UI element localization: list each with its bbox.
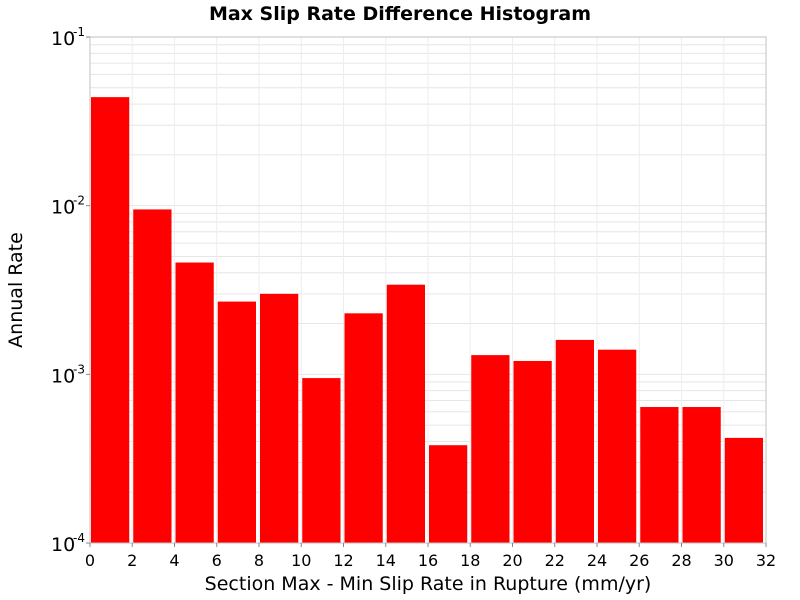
x-tick-label: 4 [169,551,179,570]
x-tick-label: 0 [85,551,95,570]
histogram-bar [344,313,383,543]
x-tick-label: 6 [212,551,222,570]
y-axis-ticks: 10-110-210-310-4 [51,25,90,556]
bars [91,97,763,544]
histogram-bar [91,97,130,544]
y-tick-label: 10 [51,197,75,219]
histogram-bar [175,262,214,543]
x-tick-label: 32 [756,551,776,570]
y-tick-exponent: -1 [73,25,85,39]
y-tick-label: 10 [51,365,75,387]
histogram-bar [513,360,552,543]
histogram-bar [260,293,299,543]
y-tick-label: 10 [51,28,75,50]
histogram-bar [133,209,172,543]
x-tick-label: 8 [254,551,264,570]
histogram-bar [386,284,425,543]
histogram-bar [682,407,721,543]
histogram-bar [217,301,256,543]
x-tick-label: 16 [418,551,438,570]
x-axis-ticks: 0 2 4 6 8 10 12 14 16 18 20 22 24 26 28 30 32 [85,543,776,570]
x-axis-label: Section Max - Min Slip Rate in Rupture (… [205,573,652,595]
x-tick-label: 18 [460,551,480,570]
histogram-bar [429,445,468,543]
y-axis-label: Annual Rate [5,232,27,348]
histogram-bar [598,349,637,543]
x-tick-label: 2 [127,551,137,570]
x-tick-label: 20 [502,551,522,570]
x-tick-label: 22 [545,551,565,570]
histogram-bar [555,339,594,543]
x-tick-label: 30 [714,551,734,570]
x-tick-label: 12 [333,551,353,570]
y-tick-exponent: -2 [73,194,85,208]
histogram-bar [471,355,510,543]
x-tick-label: 28 [671,551,691,570]
y-tick-exponent: -3 [73,362,85,376]
x-tick-label: 24 [587,551,607,570]
y-tick-label: 10 [51,534,75,556]
histogram-bar [640,407,679,543]
y-tick-exponent: -4 [73,531,85,545]
histogram-bar [302,378,341,543]
x-tick-label: 26 [629,551,649,570]
x-tick-label: 10 [291,551,311,570]
chart-title: Max Slip Rate Difference Histogram [209,3,591,25]
x-tick-label: 14 [376,551,396,570]
histogram-bar [724,437,763,543]
